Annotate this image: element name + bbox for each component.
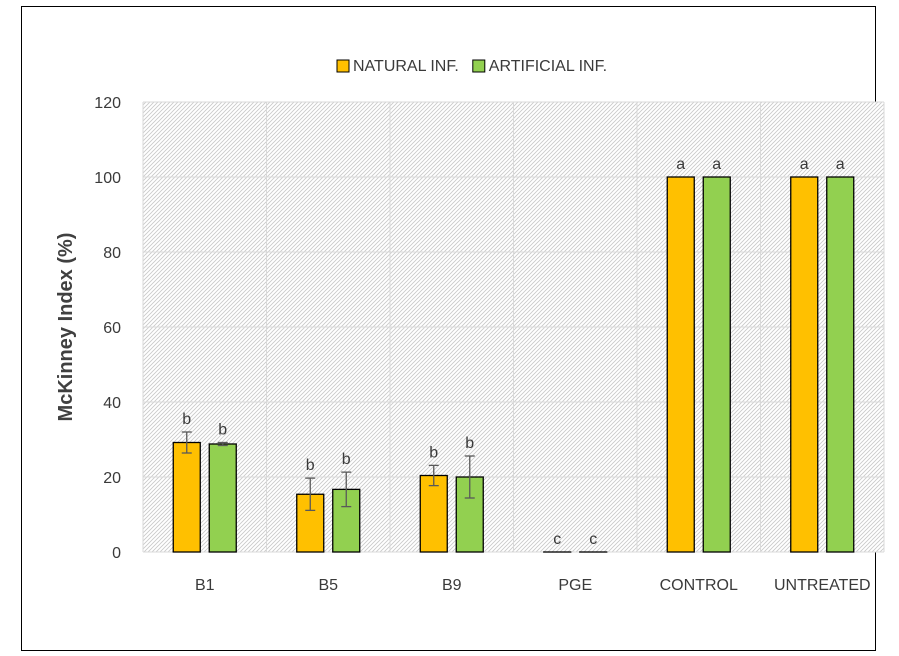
x-tick-label: UNTREATED	[774, 577, 871, 594]
x-tick-label: B1	[195, 577, 215, 594]
significance-letter: b	[342, 451, 351, 468]
significance-letter: b	[429, 444, 438, 461]
significance-letter: b	[465, 435, 474, 452]
y-tick-label: 0	[112, 545, 121, 562]
significance-letter: a	[800, 156, 809, 173]
legend-label: ARTIFICIAL INF.	[489, 58, 607, 75]
legend: NATURAL INF. ARTIFICIAL INF.	[337, 58, 607, 75]
x-tick-label: B5	[318, 577, 338, 594]
y-tick-label: 20	[103, 470, 121, 487]
significance-letter: b	[306, 457, 315, 474]
y-axis-label: McKinney Index (%)	[55, 233, 77, 422]
y-tick-label: 40	[103, 395, 121, 412]
y-tick-label: 120	[94, 95, 121, 112]
bar	[667, 177, 694, 552]
y-tick-label: 80	[103, 245, 121, 262]
legend-swatch	[337, 60, 349, 72]
x-tick-label: CONTROL	[660, 577, 738, 594]
significance-letter: b	[218, 422, 227, 439]
y-tick-label: 100	[94, 170, 121, 187]
bar	[173, 443, 200, 553]
bar	[703, 177, 730, 552]
x-tick-label: PGE	[558, 577, 592, 594]
significance-letter: b	[182, 411, 191, 428]
significance-letter: c	[553, 531, 561, 548]
significance-letter: a	[712, 156, 721, 173]
x-tick-label: B9	[442, 577, 462, 594]
legend-label: NATURAL INF.	[353, 58, 459, 75]
bar	[791, 177, 818, 552]
bar	[209, 444, 236, 552]
x-axis: B1 B5 B9 PGE CONTROL UNTREATED	[195, 577, 871, 594]
legend-swatch	[473, 60, 485, 72]
significance-letter: c	[589, 531, 597, 548]
significance-letter: a	[676, 156, 685, 173]
y-axis: 0 20 40 60 80 100 120	[94, 95, 121, 562]
bar	[420, 476, 447, 553]
significance-letter: a	[836, 156, 845, 173]
bar	[827, 177, 854, 552]
y-tick-label: 60	[103, 320, 121, 337]
